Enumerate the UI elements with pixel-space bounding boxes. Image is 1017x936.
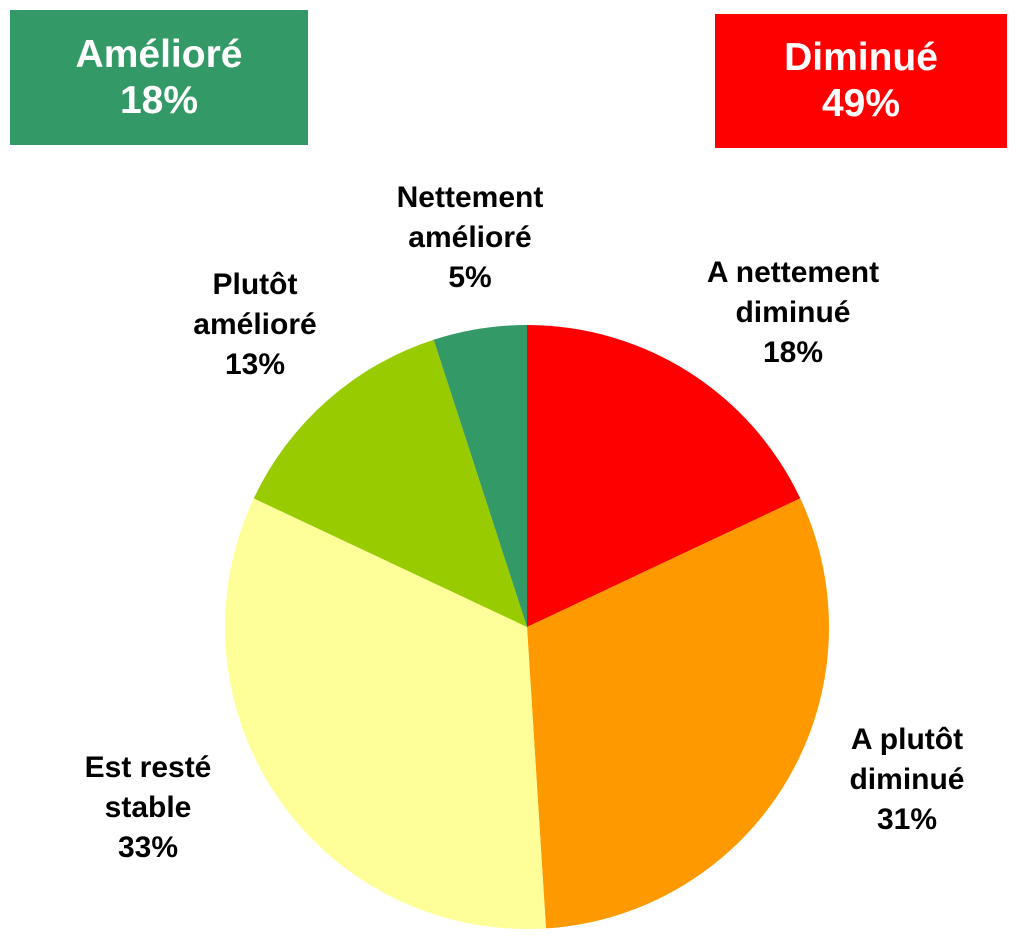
- summary-value: 18%: [119, 78, 199, 122]
- category-label: A nettement diminué: [706, 256, 880, 329]
- summary-label: Amélioré: [75, 32, 243, 76]
- pie-slice: [527, 325, 801, 627]
- slice-label: A plutôt diminué 31%: [822, 720, 992, 840]
- summary-label: Diminué: [784, 36, 938, 79]
- category-label: Plutôt amélioré: [193, 268, 317, 341]
- value-label: 5%: [448, 261, 492, 294]
- value-label: 31%: [876, 803, 938, 836]
- category-label: Est resté stable: [84, 751, 212, 824]
- pie-slice: [253, 339, 527, 627]
- value-label: 33%: [117, 831, 179, 864]
- pie-slice: [527, 498, 829, 929]
- slice-label: Plutôt amélioré 13%: [165, 265, 345, 385]
- value-label: 13%: [224, 348, 286, 381]
- pie-slice: [225, 498, 546, 929]
- summary-box: Diminué 49%: [715, 14, 1007, 148]
- slice-label: Est resté stable 33%: [58, 748, 238, 868]
- pie-slice: [433, 325, 527, 627]
- summary-box: Amélioré 18%: [10, 10, 308, 145]
- slice-label: Nettement amélioré 5%: [370, 178, 570, 298]
- value-label: 18%: [762, 336, 824, 369]
- slice-label: A nettement diminué 18%: [673, 253, 913, 373]
- category-label: A plutôt diminué: [849, 723, 965, 796]
- category-label: Nettement amélioré: [396, 181, 544, 254]
- summary-value: 49%: [821, 82, 901, 125]
